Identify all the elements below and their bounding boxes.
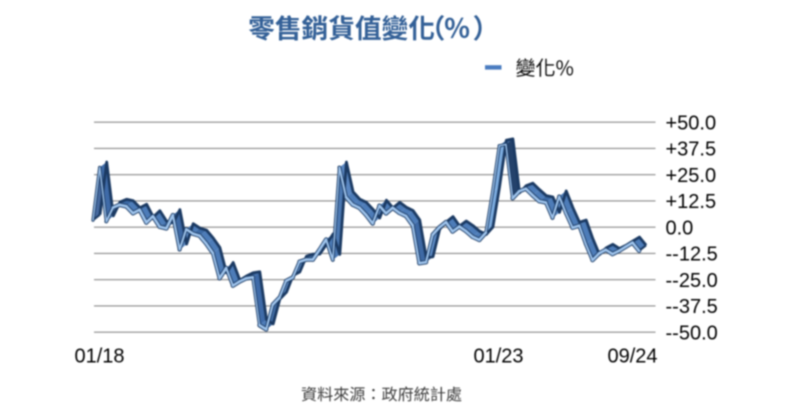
svg-text:01/23: 01/23 xyxy=(473,346,523,368)
svg-text:0.0: 0.0 xyxy=(666,217,694,239)
svg-text:--37.5: --37.5 xyxy=(666,296,718,318)
svg-text:--25.0: --25.0 xyxy=(666,270,718,292)
svg-text:01/18: 01/18 xyxy=(74,346,124,368)
svg-text:+12.5: +12.5 xyxy=(666,191,717,213)
svg-text:+25.0: +25.0 xyxy=(666,165,717,187)
svg-text:--50.0: --50.0 xyxy=(666,322,718,344)
svg-text:--12.5: --12.5 xyxy=(666,244,718,266)
svg-text:+50.0: +50.0 xyxy=(666,112,717,134)
svg-text:+37.5: +37.5 xyxy=(666,139,717,161)
svg-text:09/24: 09/24 xyxy=(607,346,657,368)
